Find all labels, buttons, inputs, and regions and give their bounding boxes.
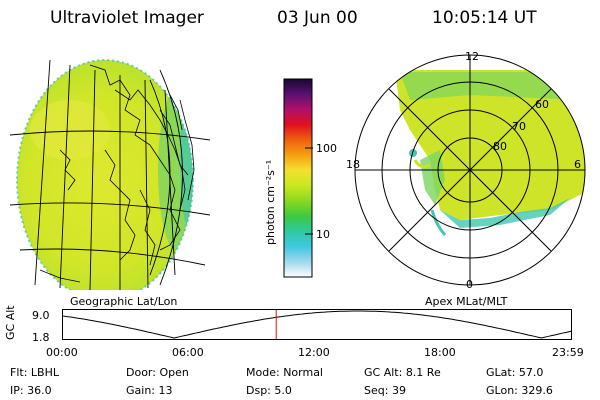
orbit-altitude-plot — [62, 309, 573, 340]
orbit-xtick-0600: 06:00 — [172, 346, 204, 359]
mlt-label-0: 0 — [466, 278, 473, 291]
orbit-altitude-curve — [62, 310, 573, 339]
orbit-xtick-0000: 00:00 — [46, 346, 78, 359]
info-gain: Gain: 13 — [126, 384, 173, 397]
orbit-xtick-1800: 18:00 — [424, 346, 456, 359]
orbit-xtick-1200: 12:00 — [298, 346, 330, 359]
geographic-caption: Geographic Lat/Lon — [70, 295, 178, 308]
time-label: 10:05:14 UT — [432, 8, 537, 28]
intensity-colorbar — [283, 78, 313, 278]
date-label: 03 Jun 00 — [277, 8, 358, 28]
info-ip: IP: 36.0 — [10, 384, 52, 397]
mlt-label-12: 12 — [465, 50, 479, 63]
lat-ring-label-60: 60 — [535, 98, 549, 111]
colorbar-unit-label: photon cm⁻²s⁻¹ — [264, 159, 277, 245]
colorbar-tick-100: 100 — [316, 142, 337, 155]
info-door: Door: Open — [126, 366, 189, 379]
info-glat: GLat: 57.0 — [486, 366, 544, 379]
info-mode: Mode: Normal — [246, 366, 323, 379]
mlt-label-6: 6 — [574, 158, 581, 171]
orbit-xtick-2359: 23:59 — [552, 346, 584, 359]
orbit-ymin-label: 1.8 — [32, 331, 50, 344]
app-title: Ultraviolet Imager — [50, 8, 204, 28]
polar-uv-image — [354, 54, 586, 286]
lat-ring-label-80: 80 — [493, 140, 507, 153]
info-gc-alt: GC Alt: 8.1 Re — [364, 366, 441, 379]
polar-caption: Apex MLat/MLT — [425, 295, 508, 308]
info-seq: Seq: 39 — [364, 384, 406, 397]
info-flt: Flt: LBHL — [10, 366, 59, 379]
orbit-ymax-label: 9.0 — [32, 309, 50, 322]
info-dsp: Dsp: 5.0 — [246, 384, 292, 397]
colorbar-tick-10: 10 — [316, 228, 330, 241]
colorbar-gradient — [283, 78, 313, 278]
orbit-axis-title: GC Alt — [4, 305, 17, 340]
lat-ring-label-70: 70 — [512, 120, 526, 133]
mlt-label-18: 18 — [346, 158, 360, 171]
info-glon: GLon: 329.6 — [486, 384, 553, 397]
geographic-uv-image — [10, 59, 210, 290]
